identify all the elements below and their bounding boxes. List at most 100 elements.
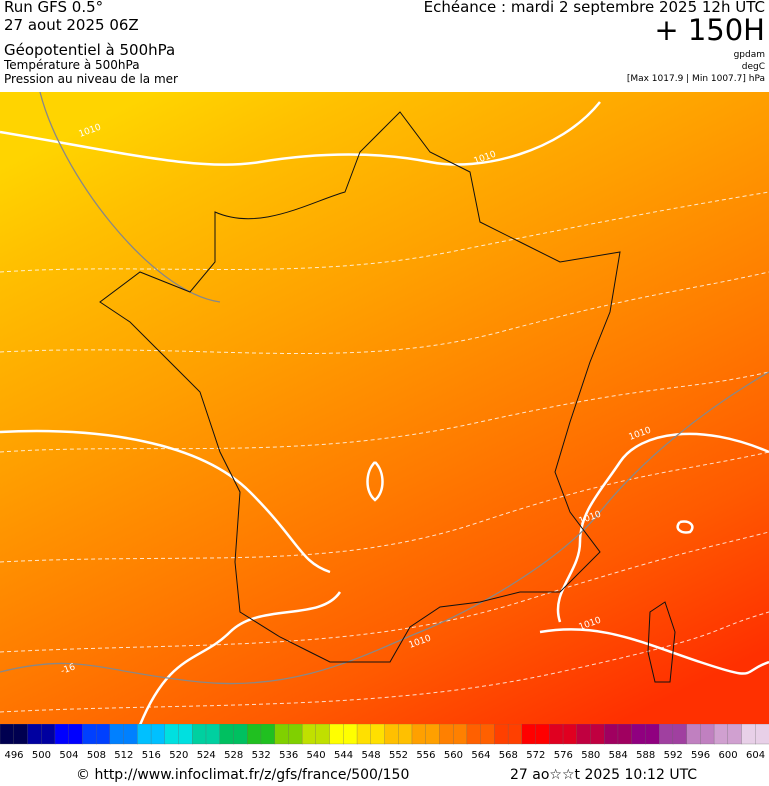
isobars [0, 101, 769, 725]
scale-cell [631, 724, 647, 745]
scale-cell [247, 724, 262, 745]
pressure-range: [Max 1017.9 | Min 1007.7] hPa [626, 74, 765, 84]
scale-cell [301, 724, 317, 745]
scale-cell [95, 724, 111, 745]
coastline [99, 111, 676, 683]
scale-label: 540 [307, 750, 326, 761]
scale-cell [480, 724, 496, 745]
scale-label: 500 [32, 750, 51, 761]
field-label: Température à 500hPa [4, 58, 140, 72]
scale-cell [700, 724, 715, 745]
scale-cell [192, 724, 207, 745]
scale-cell [439, 724, 454, 745]
scale-cell [137, 724, 152, 745]
scale-cell [384, 724, 399, 745]
scale-cell [13, 724, 29, 745]
scale-cell [741, 724, 756, 745]
scale-cell [672, 724, 688, 745]
scale-cell [645, 724, 660, 745]
scale-cell [109, 724, 125, 745]
scale-cell [494, 724, 509, 745]
scale-cell [727, 724, 743, 745]
field-label: Pression au niveau de la mer [4, 72, 178, 86]
scale-cell [260, 724, 276, 745]
timestamp: 27 ao☆☆t 2025 10:12 UTC [510, 767, 698, 783]
scale-cell [713, 724, 729, 745]
scale-cell [0, 724, 15, 745]
geopotential [0, 92, 769, 685]
scale-cell [549, 724, 564, 745]
scale-cell [411, 724, 427, 745]
scale-cell [466, 724, 482, 745]
scale-cell [590, 724, 605, 745]
scale-cell [315, 724, 331, 745]
scale-label: 552 [389, 750, 408, 761]
scale-cell [576, 724, 592, 745]
scale-label: 524 [197, 750, 216, 761]
scale-cell [398, 724, 413, 745]
scale-cell [123, 724, 138, 745]
scale-label: 508 [87, 750, 106, 761]
scale-cell [658, 724, 674, 745]
scale-cell [27, 724, 42, 745]
scale-label: 516 [142, 750, 161, 761]
echeance: Echéance : mardi 2 septembre 2025 12h UT… [423, 0, 765, 16]
scale-cell [54, 724, 70, 745]
scale-label: 544 [334, 750, 353, 761]
scale-label: 584 [609, 750, 628, 761]
scale-label: 528 [224, 750, 243, 761]
scale-cell [755, 724, 769, 745]
scale-cell [521, 724, 537, 745]
scale-label: 520 [169, 750, 188, 761]
scale-label: 600 [719, 750, 738, 761]
scale-label: 576 [554, 750, 573, 761]
color-scale: 496 500 504 508 512 516 520 524 528 532 536 540 544 5… [0, 724, 769, 761]
scale-label: 604 [746, 750, 765, 761]
scale-cell [205, 724, 221, 745]
scale-label: 548 [361, 750, 380, 761]
source-url: © http://www.infoclimat.fr/z/gfs/france/… [76, 767, 410, 783]
scale-label: 596 [691, 750, 710, 761]
scale-cell [507, 724, 523, 745]
scale-label: 588 [636, 750, 655, 761]
scale-cell [562, 724, 578, 745]
scale-label: 580 [581, 750, 600, 761]
scale-cell [370, 724, 386, 745]
scale-cell [82, 724, 97, 745]
scale-cell [288, 724, 303, 745]
scale-cell [453, 724, 468, 745]
unit: degC [741, 62, 765, 72]
scale-cell [41, 724, 56, 745]
scale-cell [68, 724, 84, 745]
scale-label: 496 [4, 750, 23, 761]
scale-label: 568 [499, 750, 518, 761]
scale-label: 560 [444, 750, 463, 761]
run-date: 27 aout 2025 06Z [4, 16, 139, 34]
scale-label: 504 [59, 750, 78, 761]
scale-cell [425, 724, 441, 745]
scale-cell [178, 724, 193, 745]
scale-cell [604, 724, 619, 745]
scale-label: 512 [114, 750, 133, 761]
scale-label: 532 [252, 750, 271, 761]
scale-cell [274, 724, 290, 745]
scale-label: 572 [526, 750, 545, 761]
scale-cell [233, 724, 248, 745]
scale-cell [164, 724, 180, 745]
scale-cell [535, 724, 550, 745]
scale-label: 556 [416, 750, 435, 761]
scale-label: 592 [664, 750, 683, 761]
contour-label: -16 [60, 662, 77, 677]
scale-cell [356, 724, 372, 745]
unit: gpdam [733, 50, 765, 60]
lead-time: + 150H [654, 13, 765, 47]
scale-cell [329, 724, 344, 745]
temperature-field [0, 92, 769, 725]
field-label: Géopotentiel à 500hPa [4, 41, 176, 59]
scale-label: 536 [279, 750, 298, 761]
scale-cell [219, 724, 235, 745]
scale-cell [150, 724, 166, 745]
scale-cell [617, 724, 633, 745]
